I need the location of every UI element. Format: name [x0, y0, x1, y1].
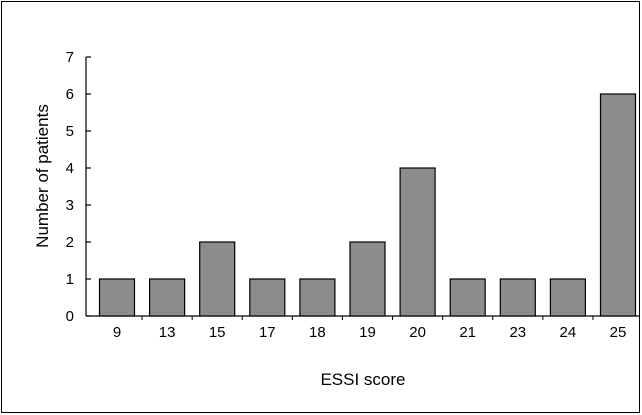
x-tick-label: 17 — [259, 324, 276, 341]
y-tick-label: 2 — [66, 234, 74, 251]
y-tick-label: 6 — [66, 86, 74, 103]
y-tick-label: 0 — [66, 308, 74, 325]
bar — [98, 278, 136, 317]
bar-series — [98, 93, 637, 317]
x-tick-label: 9 — [113, 324, 121, 341]
x-tick-label: 19 — [359, 324, 376, 341]
y-tick-label: 3 — [66, 197, 74, 214]
bar — [499, 278, 536, 317]
x-tick-label: 18 — [309, 324, 326, 341]
x-tick-label: 20 — [409, 324, 426, 341]
y-axis: 0 1 2 3 4 5 6 7 — [66, 49, 91, 325]
bar — [199, 241, 236, 317]
y-axis-title: Number of patients — [33, 104, 52, 248]
y-tick-label: 7 — [66, 49, 74, 66]
y-tick-label: 1 — [66, 271, 74, 288]
bar — [149, 278, 186, 317]
y-tick-label: 5 — [66, 123, 74, 140]
x-axis-title: ESSI score — [320, 370, 405, 389]
x-tick-label: 23 — [509, 324, 526, 341]
x-axis: 9 13 15 17 18 19 20 21 23 24 25 — [86, 315, 640, 341]
x-tick-label: 15 — [209, 324, 226, 341]
bar — [449, 278, 486, 317]
x-tick-label: 13 — [159, 324, 176, 341]
x-tick-label: 24 — [560, 324, 577, 341]
bar — [399, 167, 436, 317]
x-tick-label: 21 — [459, 324, 476, 341]
y-tick-label: 4 — [66, 160, 74, 177]
x-tick-label: 25 — [610, 324, 627, 341]
bar — [549, 278, 587, 317]
bar — [299, 278, 336, 317]
bar — [249, 278, 286, 317]
bar — [599, 93, 637, 317]
bar — [349, 241, 386, 317]
